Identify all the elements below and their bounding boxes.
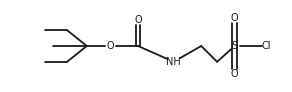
Text: O: O [107, 41, 114, 51]
Text: O: O [231, 69, 239, 79]
Text: S: S [232, 41, 238, 51]
Text: O: O [231, 13, 239, 23]
Text: Cl: Cl [262, 41, 271, 51]
Text: NH: NH [166, 57, 181, 67]
Text: O: O [134, 15, 142, 25]
